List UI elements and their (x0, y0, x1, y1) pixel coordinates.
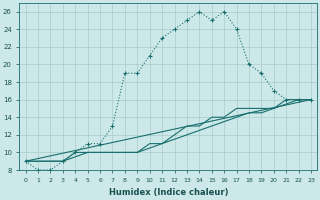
X-axis label: Humidex (Indice chaleur): Humidex (Indice chaleur) (108, 188, 228, 197)
